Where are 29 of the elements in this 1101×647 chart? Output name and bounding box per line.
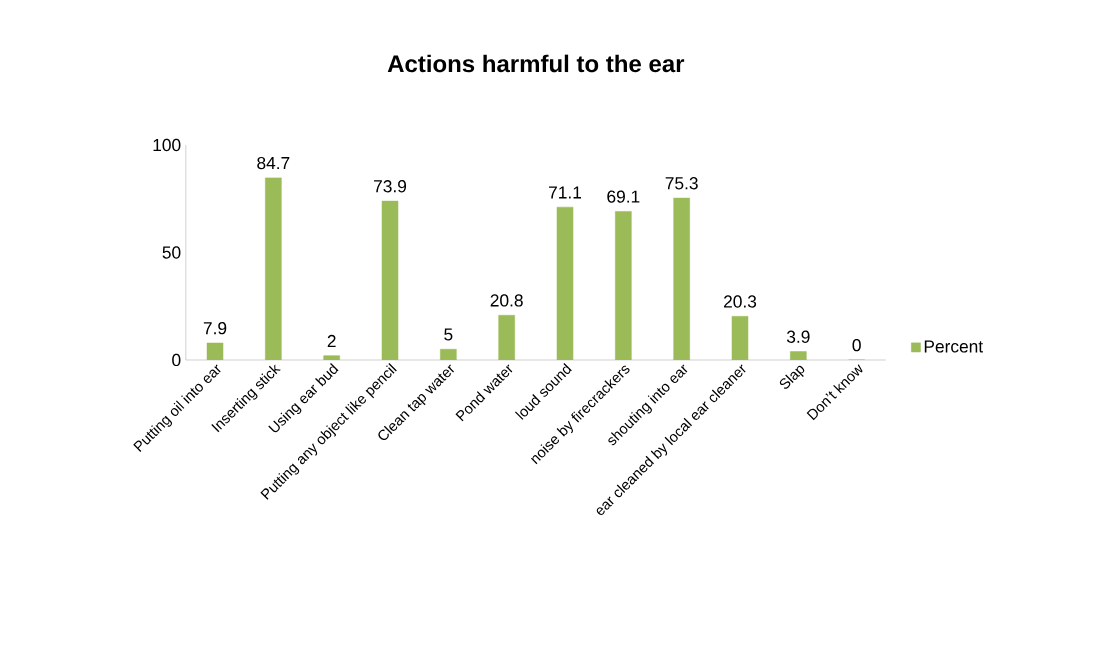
y-tick-label: 50 bbox=[162, 246, 181, 259]
data-label: 2 bbox=[327, 334, 336, 347]
data-label: 5 bbox=[444, 328, 453, 341]
bar bbox=[323, 355, 340, 360]
data-label: 71.1 bbox=[549, 186, 582, 199]
data-label: 7.9 bbox=[203, 322, 227, 335]
data-label: 20.3 bbox=[724, 295, 757, 308]
bar bbox=[498, 315, 515, 360]
bar bbox=[731, 316, 749, 360]
bar bbox=[556, 206, 574, 360]
data-label: 73.9 bbox=[374, 180, 407, 193]
data-label: 3.9 bbox=[786, 330, 810, 343]
x-tick-label: Slap bbox=[779, 365, 805, 389]
bar bbox=[673, 197, 690, 360]
bar bbox=[615, 211, 632, 360]
data-label: 20.8 bbox=[490, 294, 523, 307]
bar bbox=[381, 200, 399, 360]
bar bbox=[265, 177, 282, 360]
data-label: 0 bbox=[852, 339, 861, 352]
data-label: 75.3 bbox=[665, 177, 698, 190]
bar bbox=[440, 348, 457, 360]
y-tick-label: 100 bbox=[153, 138, 181, 152]
bar bbox=[790, 351, 807, 360]
bar bbox=[206, 342, 224, 360]
legend-label: Percent bbox=[924, 340, 983, 353]
y-tick-label: 0 bbox=[172, 353, 181, 367]
data-label: 69.1 bbox=[607, 190, 640, 203]
data-label: 84.7 bbox=[257, 156, 290, 170]
chart-title: Actions harmful to the ear bbox=[387, 54, 685, 73]
